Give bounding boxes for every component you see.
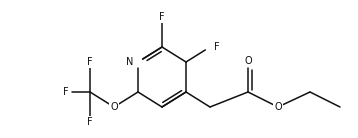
Text: O: O [274,102,282,112]
Text: F: F [87,117,93,127]
Text: F: F [63,87,69,97]
Text: F: F [87,57,93,67]
Text: O: O [110,102,118,112]
Text: N: N [126,57,133,67]
Text: F: F [159,12,165,22]
Text: O: O [244,56,252,66]
Text: F: F [214,42,219,52]
